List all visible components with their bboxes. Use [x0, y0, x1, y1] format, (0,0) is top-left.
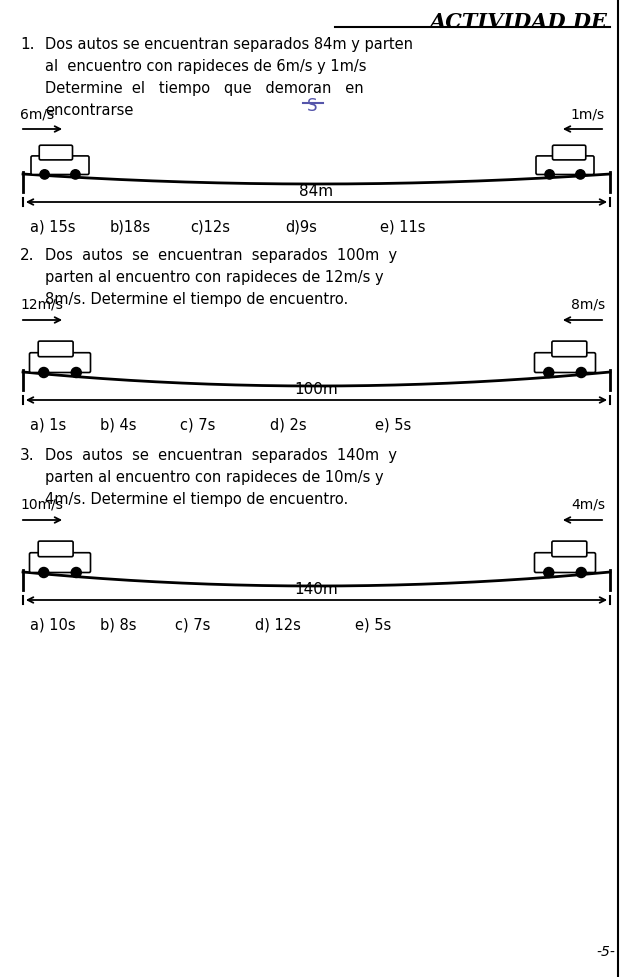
Text: 6m/s: 6m/s [20, 107, 54, 121]
Text: a) 15s: a) 15s [30, 220, 75, 235]
Text: b) 4s: b) 4s [100, 418, 137, 433]
Text: Dos  autos  se  encuentran  separados  100m  y: Dos autos se encuentran separados 100m y [45, 248, 397, 263]
FancyBboxPatch shape [39, 146, 73, 160]
Text: 100m: 100m [295, 382, 338, 397]
FancyBboxPatch shape [535, 553, 595, 573]
FancyBboxPatch shape [552, 541, 586, 557]
Text: 12m/s: 12m/s [20, 298, 63, 312]
Text: e) 5s: e) 5s [355, 618, 391, 633]
Text: c) 7s: c) 7s [180, 418, 216, 433]
Text: a) 10s: a) 10s [30, 618, 76, 633]
Text: 8m/s: 8m/s [571, 298, 605, 312]
Text: ACTIVIDAD DE: ACTIVIDAD DE [430, 12, 615, 32]
Text: d) 12s: d) 12s [255, 618, 301, 633]
Text: e) 11s: e) 11s [380, 220, 425, 235]
FancyBboxPatch shape [38, 341, 73, 357]
Text: 84m: 84m [300, 184, 334, 199]
Text: 140m: 140m [295, 582, 338, 597]
Circle shape [71, 568, 82, 577]
Circle shape [544, 367, 554, 377]
FancyBboxPatch shape [31, 156, 89, 175]
Text: b)18s: b)18s [110, 220, 151, 235]
Circle shape [545, 170, 554, 179]
Text: 1m/s: 1m/s [571, 107, 605, 121]
Text: d)9s: d)9s [285, 220, 317, 235]
Text: 8m/s. Determine el tiempo de encuentro.: 8m/s. Determine el tiempo de encuentro. [45, 292, 348, 307]
Circle shape [544, 568, 554, 577]
FancyBboxPatch shape [30, 353, 90, 372]
Circle shape [71, 367, 82, 377]
Text: 2.: 2. [20, 248, 35, 263]
Text: 3.: 3. [20, 448, 35, 463]
Text: 10m/s: 10m/s [20, 498, 63, 512]
Text: c)12s: c)12s [190, 220, 230, 235]
Text: a) 1s: a) 1s [30, 418, 66, 433]
Text: -5-: -5- [596, 945, 615, 959]
Circle shape [576, 568, 586, 577]
Text: parten al encuentro con rapideces de 12m/s y: parten al encuentro con rapideces de 12m… [45, 270, 384, 285]
Text: al  encuentro con rapideces de 6m/s y 1m/s: al encuentro con rapideces de 6m/s y 1m/… [45, 59, 367, 74]
Text: encontrarse: encontrarse [45, 103, 133, 118]
Circle shape [40, 170, 49, 179]
Text: c) 7s: c) 7s [175, 618, 210, 633]
FancyBboxPatch shape [552, 146, 586, 160]
Text: S: S [307, 97, 318, 115]
Circle shape [71, 170, 80, 179]
Circle shape [39, 568, 49, 577]
Circle shape [39, 367, 49, 377]
Text: parten al encuentro con rapideces de 10m/s y: parten al encuentro con rapideces de 10m… [45, 470, 384, 485]
Circle shape [576, 367, 586, 377]
Circle shape [576, 170, 585, 179]
Text: d) 2s: d) 2s [270, 418, 307, 433]
FancyBboxPatch shape [535, 353, 595, 372]
FancyBboxPatch shape [552, 341, 586, 357]
Text: Determine  el   tiempo   que   demoran   en: Determine el tiempo que demoran en [45, 81, 363, 96]
Text: e) 5s: e) 5s [375, 418, 411, 433]
Text: 1.: 1. [20, 37, 35, 52]
Text: 4m/s: 4m/s [571, 498, 605, 512]
FancyBboxPatch shape [30, 553, 90, 573]
Text: 4m/s. Determine el tiempo de encuentro.: 4m/s. Determine el tiempo de encuentro. [45, 492, 348, 507]
Text: Dos  autos  se  encuentran  separados  140m  y: Dos autos se encuentran separados 140m y [45, 448, 397, 463]
Text: b) 8s: b) 8s [100, 618, 137, 633]
Text: Dos autos se encuentran separados 84m y parten: Dos autos se encuentran separados 84m y … [45, 37, 413, 52]
FancyBboxPatch shape [38, 541, 73, 557]
FancyBboxPatch shape [536, 156, 594, 175]
